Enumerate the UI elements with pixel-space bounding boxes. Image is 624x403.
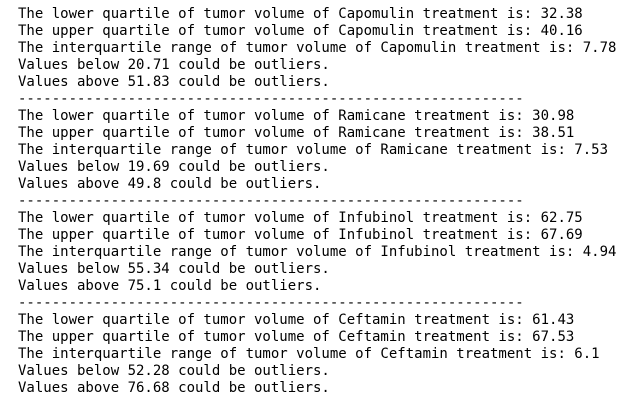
output-line: Values above 75.1 could be outliers. bbox=[18, 278, 322, 294]
output-line: Values below 19.69 could be outliers. bbox=[18, 159, 330, 175]
output-line: Values below 52.28 could be outliers. bbox=[18, 363, 330, 379]
output-line: Values below 20.71 could be outliers. bbox=[18, 57, 330, 73]
output-line: The upper quartile of tumor volume of In… bbox=[18, 227, 583, 243]
output-line: The lower quartile of tumor volume of In… bbox=[18, 210, 583, 226]
output-line: The lower quartile of tumor volume of Ca… bbox=[18, 6, 583, 22]
output-line: Values above 49.8 could be outliers. bbox=[18, 176, 322, 192]
output-line: The interquartile range of tumor volume … bbox=[18, 346, 600, 362]
output-line: The lower quartile of tumor volume of Ra… bbox=[18, 108, 575, 124]
output-line: The upper quartile of tumor volume of Ce… bbox=[18, 329, 575, 345]
output-line: The interquartile range of tumor volume … bbox=[18, 142, 609, 158]
output-line: Values above 51.83 could be outliers. bbox=[18, 74, 330, 90]
output-line: The interquartile range of tumor volume … bbox=[18, 244, 617, 260]
output-line: Values above 76.68 could be outliers. bbox=[18, 380, 330, 396]
output-line: The upper quartile of tumor volume of Ra… bbox=[18, 125, 575, 141]
output-line: ----------------------------------------… bbox=[18, 295, 524, 311]
output-line: ----------------------------------------… bbox=[18, 91, 524, 107]
output-line: ----------------------------------------… bbox=[18, 193, 524, 209]
output-line: The interquartile range of tumor volume … bbox=[18, 40, 617, 56]
output-line: The lower quartile of tumor volume of Ce… bbox=[18, 312, 575, 328]
output-line: The upper quartile of tumor volume of Ca… bbox=[18, 23, 583, 39]
output-line: Values below 55.34 could be outliers. bbox=[18, 261, 330, 277]
